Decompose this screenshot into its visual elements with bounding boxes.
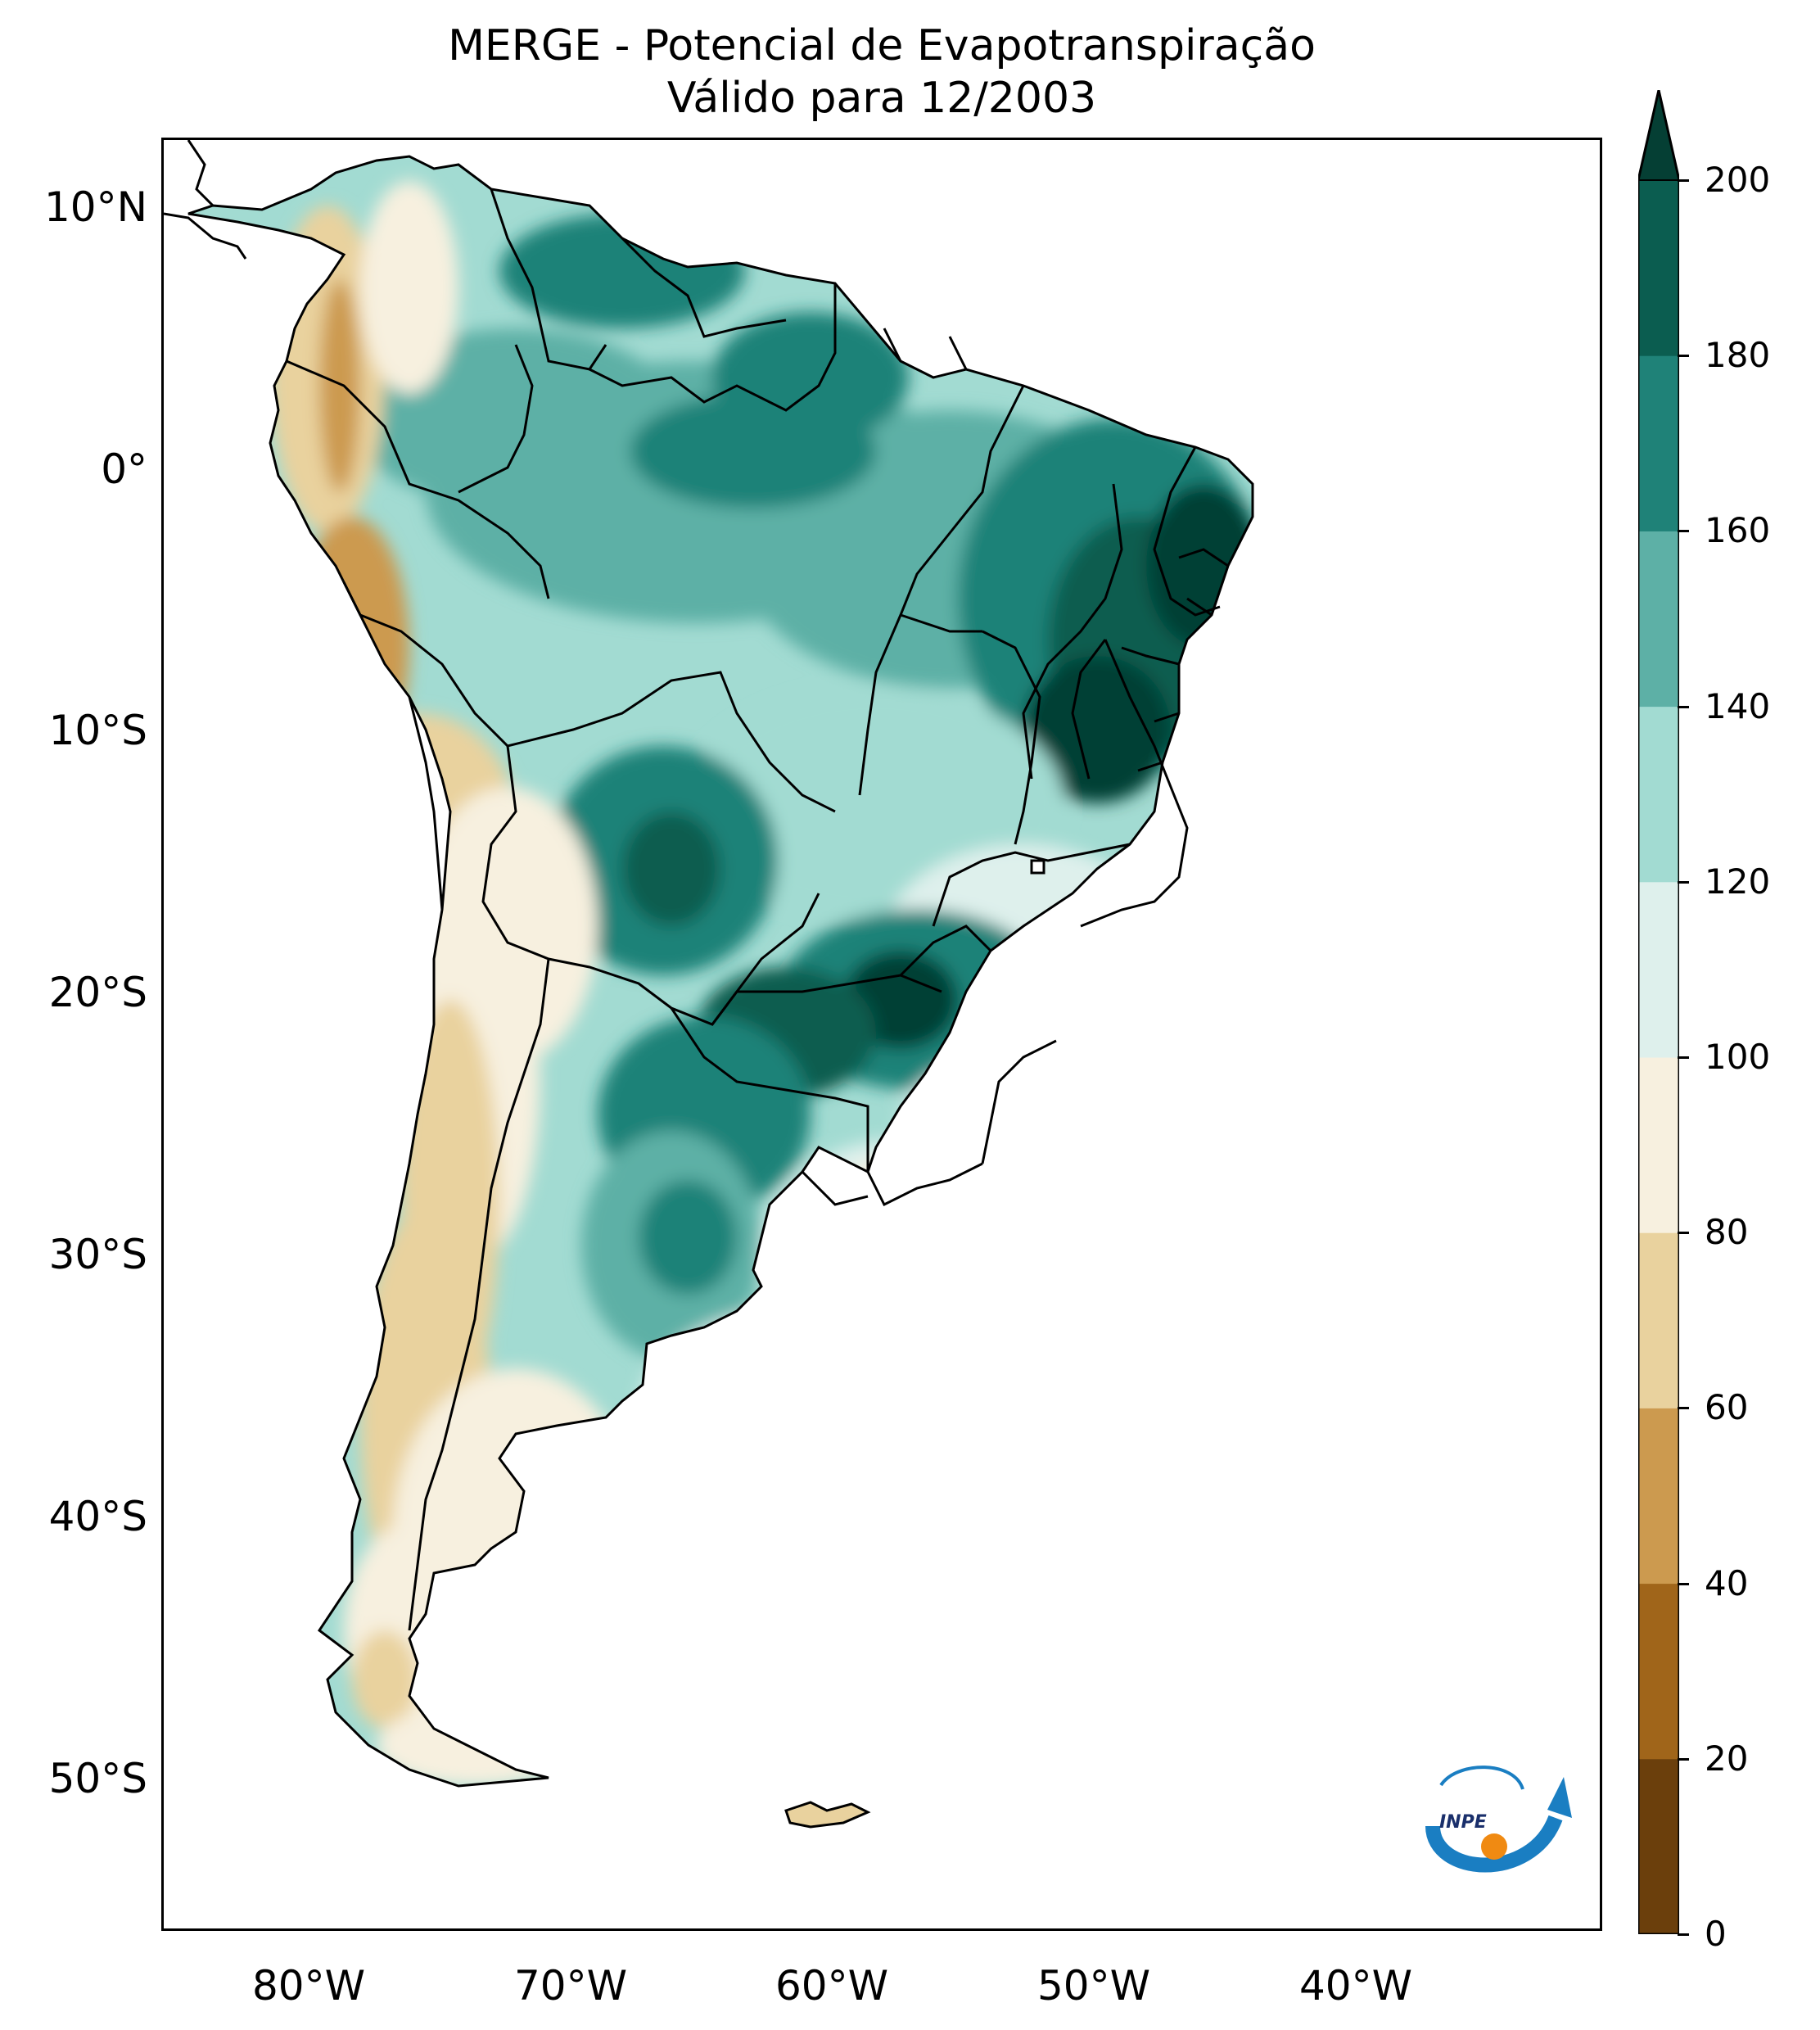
colorbar-tick-mark [1678, 1757, 1689, 1761]
colorbar-tick-mark [1678, 1232, 1689, 1235]
map-panel [161, 138, 1602, 1931]
colorbar-band [1638, 1408, 1679, 1585]
map-subtitle: Válido para 12/2003 [666, 74, 1097, 123]
colorbar-tick-label: 200 [1705, 160, 1771, 200]
colorbar-tick-label: 80 [1705, 1212, 1749, 1253]
colorbar-tick-label: 0 [1705, 1914, 1727, 1954]
south-america-map [164, 140, 1254, 1829]
colorbar-band [1638, 1583, 1679, 1760]
colorbar-tick-label: 180 [1705, 335, 1771, 376]
colorbar-tick-mark [1678, 1582, 1689, 1585]
lon-label-40w: 40°W [1298, 1962, 1413, 2010]
colorbar-tick-mark [1678, 1407, 1689, 1410]
lon-label-50w: 50°W [1036, 1962, 1151, 2010]
colorbar-band [1638, 531, 1679, 708]
colorbar-band [1638, 1232, 1679, 1408]
colorbar-tick-label: 20 [1705, 1738, 1749, 1779]
colorbar-tick-label: 100 [1705, 1037, 1771, 1077]
country-borders [286, 188, 1229, 1631]
colorbar-band [1638, 180, 1679, 356]
colorbar-tick-label: 120 [1705, 861, 1771, 902]
colorbar-tick-mark [1678, 355, 1689, 358]
colorbar-tick-mark [1678, 530, 1689, 533]
colorbar-tick-mark [1678, 880, 1689, 884]
lat-label-0: 0° [101, 445, 147, 493]
colorbar-band [1638, 706, 1679, 883]
colorbar-tick-mark [1678, 1056, 1689, 1059]
colorbar-tick-label: 160 [1705, 510, 1771, 551]
colorbar [1638, 90, 1679, 1934]
colorbar-tick-mark [1678, 179, 1689, 182]
lon-label-60w: 60°W [775, 1962, 889, 2010]
colorbar-tick-mark [1678, 705, 1689, 708]
evapotranspiration-field [188, 156, 1253, 1786]
inpe-logo: INPE [1425, 1766, 1572, 1873]
colorbar-band [1638, 1057, 1679, 1233]
inpe-logo-text: INPE [1439, 1812, 1487, 1833]
lat-label-20s: 20°S [48, 969, 147, 1016]
lat-label-30s: 30°S [48, 1231, 147, 1278]
colorbar-band [1638, 1758, 1679, 1934]
colorbar-tick-label: 40 [1705, 1562, 1749, 1603]
lat-label-40s: 40°S [48, 1493, 147, 1540]
colorbar-band [1638, 881, 1679, 1058]
colorbar-tick-label: 140 [1705, 685, 1771, 726]
colorbar-tick-label: 60 [1705, 1387, 1749, 1428]
colorbar-band [1638, 355, 1679, 531]
colorbar-tick-mark [1678, 1933, 1689, 1936]
map-title: MERGE - Potencial de Evapotranspiração [448, 21, 1316, 70]
lat-label-50s: 50°S [48, 1755, 147, 1802]
lon-label-80w: 80°W [251, 1962, 366, 2010]
lon-label-70w: 70°W [513, 1962, 628, 2010]
lat-label-10n: 10°N [43, 183, 147, 231]
lat-label-10s: 10°S [48, 707, 147, 754]
